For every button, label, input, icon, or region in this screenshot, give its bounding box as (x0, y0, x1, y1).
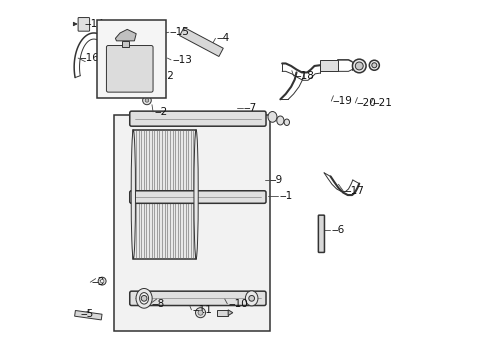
Polygon shape (179, 27, 223, 57)
Circle shape (142, 96, 151, 105)
Text: ‒6: ‒6 (330, 225, 344, 235)
Text: ‒9: ‒9 (269, 175, 282, 185)
Ellipse shape (284, 119, 289, 126)
Circle shape (145, 99, 148, 102)
Ellipse shape (355, 62, 363, 70)
Ellipse shape (136, 288, 152, 308)
Circle shape (248, 296, 254, 301)
Polygon shape (75, 310, 102, 320)
Text: ‒17: ‒17 (344, 186, 364, 196)
Polygon shape (115, 30, 136, 41)
Text: ‒14: ‒14 (85, 19, 104, 29)
Text: ‒21: ‒21 (371, 98, 391, 108)
FancyBboxPatch shape (129, 111, 265, 126)
FancyBboxPatch shape (129, 291, 265, 306)
Ellipse shape (143, 66, 153, 72)
Text: ‒5: ‒5 (81, 310, 94, 319)
FancyBboxPatch shape (106, 45, 153, 92)
Ellipse shape (276, 116, 284, 125)
Text: ‒8: ‒8 (151, 299, 164, 309)
Text: ‒4: ‒4 (216, 33, 229, 43)
Bar (113, 116, 269, 330)
Ellipse shape (368, 60, 379, 70)
Ellipse shape (245, 291, 258, 306)
Circle shape (100, 279, 104, 283)
FancyBboxPatch shape (129, 191, 265, 203)
Text: ‒3: ‒3 (91, 277, 104, 287)
Bar (319, 60, 337, 71)
Text: ‒16: ‒16 (79, 53, 99, 63)
Text: ‒7: ‒7 (244, 103, 257, 113)
Circle shape (141, 296, 147, 301)
Bar (133, 130, 196, 259)
Ellipse shape (139, 293, 148, 304)
Bar (122, 41, 129, 47)
Ellipse shape (371, 63, 376, 68)
Text: ‒18: ‒18 (294, 71, 314, 81)
FancyBboxPatch shape (78, 18, 89, 31)
Ellipse shape (131, 130, 135, 259)
Circle shape (195, 308, 205, 318)
Text: ‒13: ‒13 (172, 55, 192, 65)
Text: ‒11: ‒11 (192, 305, 212, 315)
Polygon shape (228, 310, 232, 316)
Ellipse shape (194, 130, 198, 259)
Text: ‒12: ‒12 (154, 71, 174, 81)
Bar (97, 21, 165, 98)
Ellipse shape (352, 59, 366, 73)
Text: ‒2: ‒2 (154, 107, 167, 117)
Text: ‒15: ‒15 (169, 27, 189, 37)
Text: ‒10: ‒10 (228, 299, 247, 309)
FancyBboxPatch shape (318, 215, 324, 252)
Polygon shape (217, 310, 228, 316)
Ellipse shape (267, 112, 276, 122)
Text: ‒20: ‒20 (356, 98, 375, 108)
Text: ‒1: ‒1 (279, 191, 292, 201)
Ellipse shape (145, 67, 151, 71)
Text: ‒19: ‒19 (332, 96, 351, 106)
Circle shape (198, 310, 203, 315)
Circle shape (98, 277, 106, 285)
